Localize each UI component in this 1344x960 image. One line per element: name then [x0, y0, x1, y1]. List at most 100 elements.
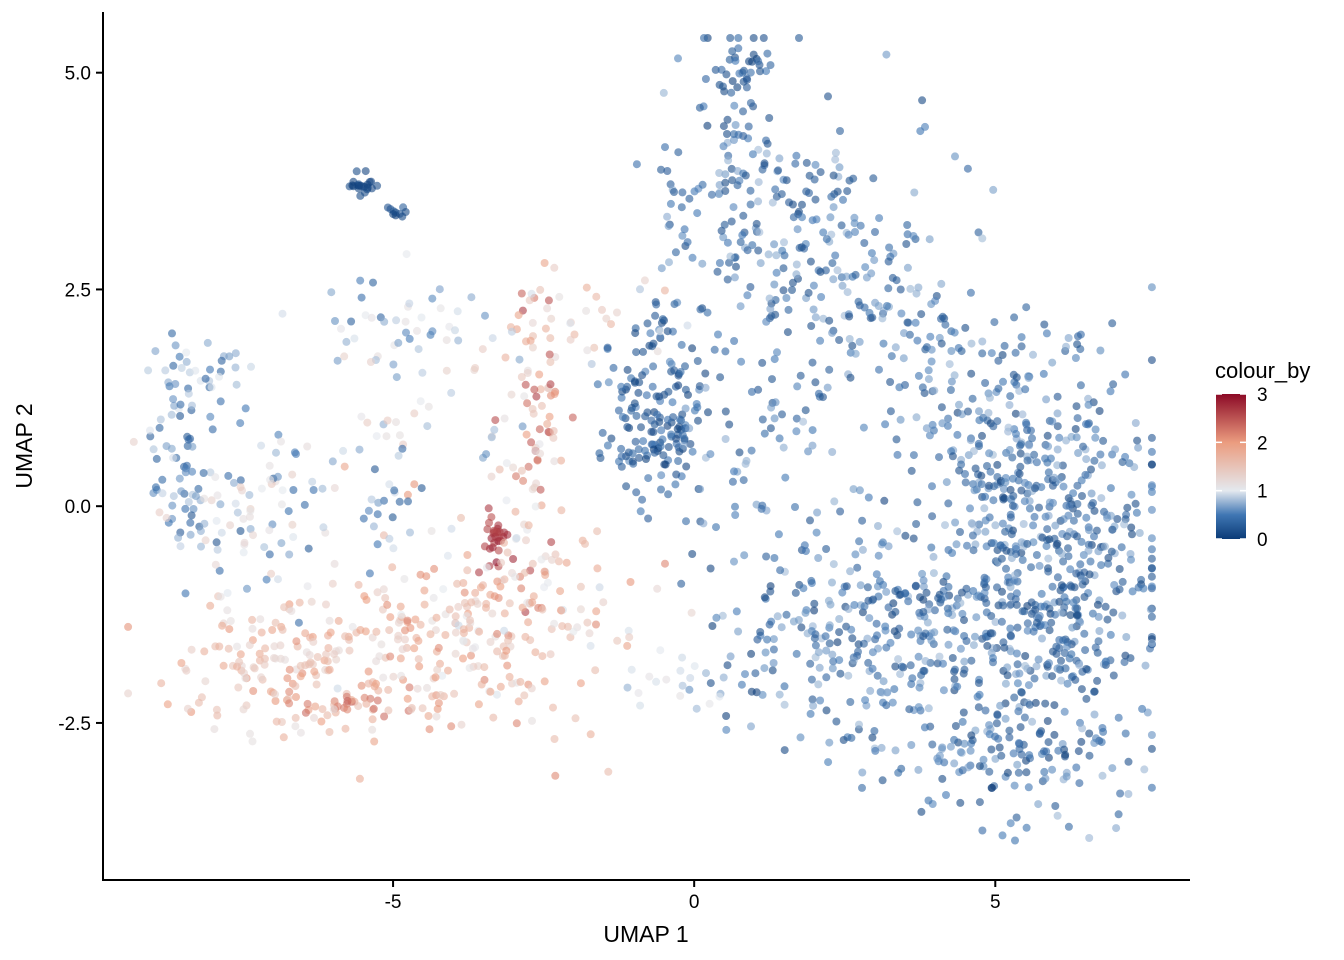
data-point	[854, 297, 863, 306]
data-point	[924, 704, 933, 713]
data-point	[666, 199, 675, 208]
data-point	[944, 609, 953, 618]
data-point	[844, 230, 853, 239]
data-point	[735, 448, 744, 457]
data-point	[340, 462, 349, 471]
data-point	[1017, 486, 1026, 495]
data-point	[1047, 618, 1056, 627]
data-point	[713, 267, 722, 276]
data-point	[417, 484, 426, 493]
data-point	[861, 696, 870, 705]
data-point	[756, 628, 765, 636]
data-point	[912, 413, 921, 422]
data-point	[568, 413, 577, 422]
data-point	[296, 728, 305, 737]
y-tick-label: 0.0	[65, 497, 91, 518]
data-point	[799, 417, 808, 426]
data-point	[897, 309, 906, 318]
data-point	[951, 665, 959, 674]
data-point	[367, 313, 376, 322]
data-point	[411, 615, 420, 624]
data-point	[1103, 615, 1112, 624]
data-point	[655, 392, 664, 401]
data-point	[927, 543, 936, 552]
data-point	[796, 371, 805, 380]
data-point	[806, 709, 815, 718]
data-point	[223, 606, 232, 615]
data-point	[490, 425, 499, 434]
data-point	[246, 507, 255, 516]
data-point	[304, 544, 313, 553]
data-point	[328, 579, 337, 588]
data-point	[379, 585, 388, 594]
data-point	[428, 327, 437, 336]
data-point	[980, 504, 989, 513]
data-point	[277, 437, 285, 446]
data-point	[537, 401, 546, 410]
data-point	[184, 435, 193, 444]
data-point	[1002, 546, 1011, 555]
data-point	[273, 472, 282, 481]
data-point	[340, 352, 349, 361]
data-point	[766, 424, 775, 433]
data-point	[487, 513, 496, 522]
data-point	[402, 328, 410, 337]
data-point	[892, 435, 901, 444]
data-point	[1090, 456, 1099, 465]
data-point	[1014, 739, 1023, 747]
data-point	[1066, 611, 1075, 620]
data-point	[882, 587, 891, 596]
data-point	[1147, 433, 1156, 442]
data-point	[961, 478, 970, 487]
data-point	[703, 121, 712, 130]
data-point	[640, 276, 649, 285]
data-point	[495, 528, 504, 537]
data-point	[638, 495, 647, 504]
data-point	[725, 258, 733, 267]
data-point	[272, 717, 281, 726]
data-point	[212, 705, 221, 714]
data-point	[397, 671, 406, 680]
data-point	[855, 486, 864, 495]
data-point	[828, 650, 837, 659]
data-point	[773, 348, 781, 357]
data-point	[303, 442, 312, 451]
data-point	[777, 190, 786, 199]
data-point	[732, 607, 741, 616]
data-point	[989, 658, 997, 667]
data-point	[1098, 771, 1107, 780]
data-point	[359, 514, 368, 523]
data-point	[265, 461, 274, 470]
data-point	[496, 582, 505, 591]
data-point	[829, 275, 838, 284]
data-point	[1062, 501, 1071, 510]
data-point	[124, 689, 133, 698]
data-point	[849, 174, 858, 183]
data-point	[891, 662, 900, 671]
data-point	[1041, 774, 1050, 783]
data-point	[1011, 542, 1020, 551]
data-point	[877, 743, 886, 752]
data-point	[791, 503, 799, 511]
data-point	[354, 702, 363, 711]
data-point	[661, 143, 669, 152]
data-point	[843, 187, 852, 196]
data-point	[424, 402, 433, 411]
data-point	[447, 388, 456, 397]
data-point	[839, 736, 848, 744]
data-point	[1147, 783, 1156, 792]
data-point	[798, 213, 806, 222]
data-point	[403, 694, 412, 703]
data-point	[825, 639, 834, 648]
data-point	[831, 155, 840, 164]
data-point	[590, 343, 599, 352]
data-point	[944, 640, 953, 649]
data-point	[410, 644, 419, 653]
data-point	[872, 570, 881, 579]
data-point	[1082, 694, 1091, 703]
data-point	[1078, 574, 1087, 583]
data-point	[919, 582, 928, 591]
data-point	[907, 630, 916, 639]
data-point	[1022, 420, 1031, 429]
data-point	[953, 682, 962, 691]
